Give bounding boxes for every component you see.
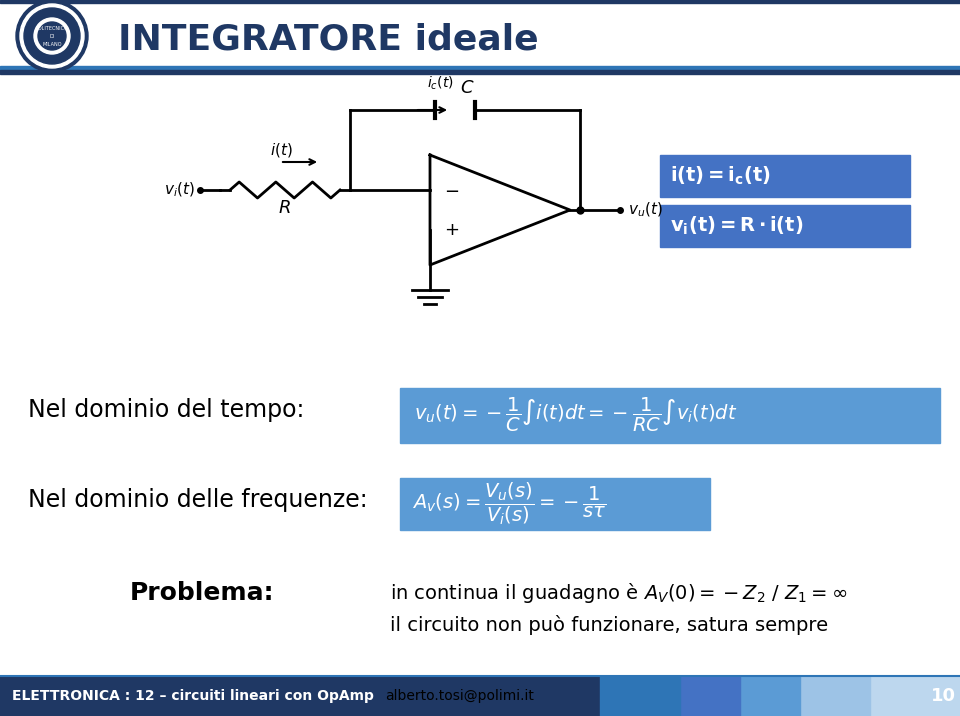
Text: $v_u(t)$: $v_u(t)$ [628, 200, 662, 219]
Text: 10: 10 [931, 687, 956, 705]
Text: DI: DI [49, 34, 55, 39]
Circle shape [38, 22, 66, 50]
Text: ELETTRONICA : 12 – circuiti lineari con OpAmp: ELETTRONICA : 12 – circuiti lineari con … [12, 689, 373, 703]
Bar [400, 478, 710, 530]
Bar [870, 676, 960, 716]
Bar [680, 676, 740, 716]
Text: Problema:: Problema: [130, 581, 275, 605]
Text: in continua il guadagno è $A_V(0) = - Z_2\ /\ Z_1 = \infty$: in continua il guadagno è $A_V(0) = - Z_… [390, 581, 848, 605]
Bar [660, 205, 910, 247]
Circle shape [16, 0, 88, 72]
Text: Nel dominio delle frequenze:: Nel dominio delle frequenze: [28, 488, 368, 512]
Bar [0, 676, 960, 716]
Bar [400, 388, 940, 443]
Text: R: R [278, 199, 291, 217]
Circle shape [24, 8, 80, 64]
Text: $v_i(t)$: $v_i(t)$ [164, 181, 195, 199]
Text: $i(t)$: $i(t)$ [270, 141, 293, 159]
Bar [740, 676, 800, 716]
Text: alberto.tosi@polimi.it: alberto.tosi@polimi.it [386, 689, 535, 703]
Text: $A_v(s) = \dfrac{V_u(s)}{V_i(s)} = -\dfrac{1}{s\tau}$: $A_v(s) = \dfrac{V_u(s)}{V_i(s)} = -\dfr… [412, 480, 607, 528]
Text: $\mathbf{i(t) = i_c(t)}$: $\mathbf{i(t) = i_c(t)}$ [670, 165, 771, 187]
Text: POLITECNICO: POLITECNICO [36, 26, 68, 31]
Text: il circuito non può funzionare, satura sempre: il circuito non può funzionare, satura s… [390, 615, 828, 635]
Bar [0, 0, 960, 68]
Bar [0, 70, 960, 74]
Text: $i_c(t)$: $i_c(t)$ [426, 74, 453, 92]
Bar [660, 155, 910, 197]
Circle shape [20, 4, 84, 68]
Bar [0, 0, 960, 3]
Bar [0, 66, 960, 70]
Bar [800, 676, 870, 716]
Circle shape [34, 18, 70, 54]
Text: $-$: $-$ [444, 181, 459, 199]
Text: $\mathbf{v_i(t) = R \cdot i(t)}$: $\mathbf{v_i(t) = R \cdot i(t)}$ [670, 215, 804, 237]
Text: $v_u(t) = -\dfrac{1}{C}\int i(t)dt = -\dfrac{1}{RC}\int v_i(t)dt$: $v_u(t) = -\dfrac{1}{C}\int i(t)dt = -\d… [414, 396, 737, 434]
Bar [600, 676, 680, 716]
Text: Nel dominio del tempo:: Nel dominio del tempo: [28, 398, 304, 422]
Text: C: C [460, 79, 472, 97]
Text: INTEGRATORE ideale: INTEGRATORE ideale [118, 23, 539, 57]
Text: $+$: $+$ [444, 221, 459, 239]
Text: MILANO: MILANO [42, 42, 61, 47]
